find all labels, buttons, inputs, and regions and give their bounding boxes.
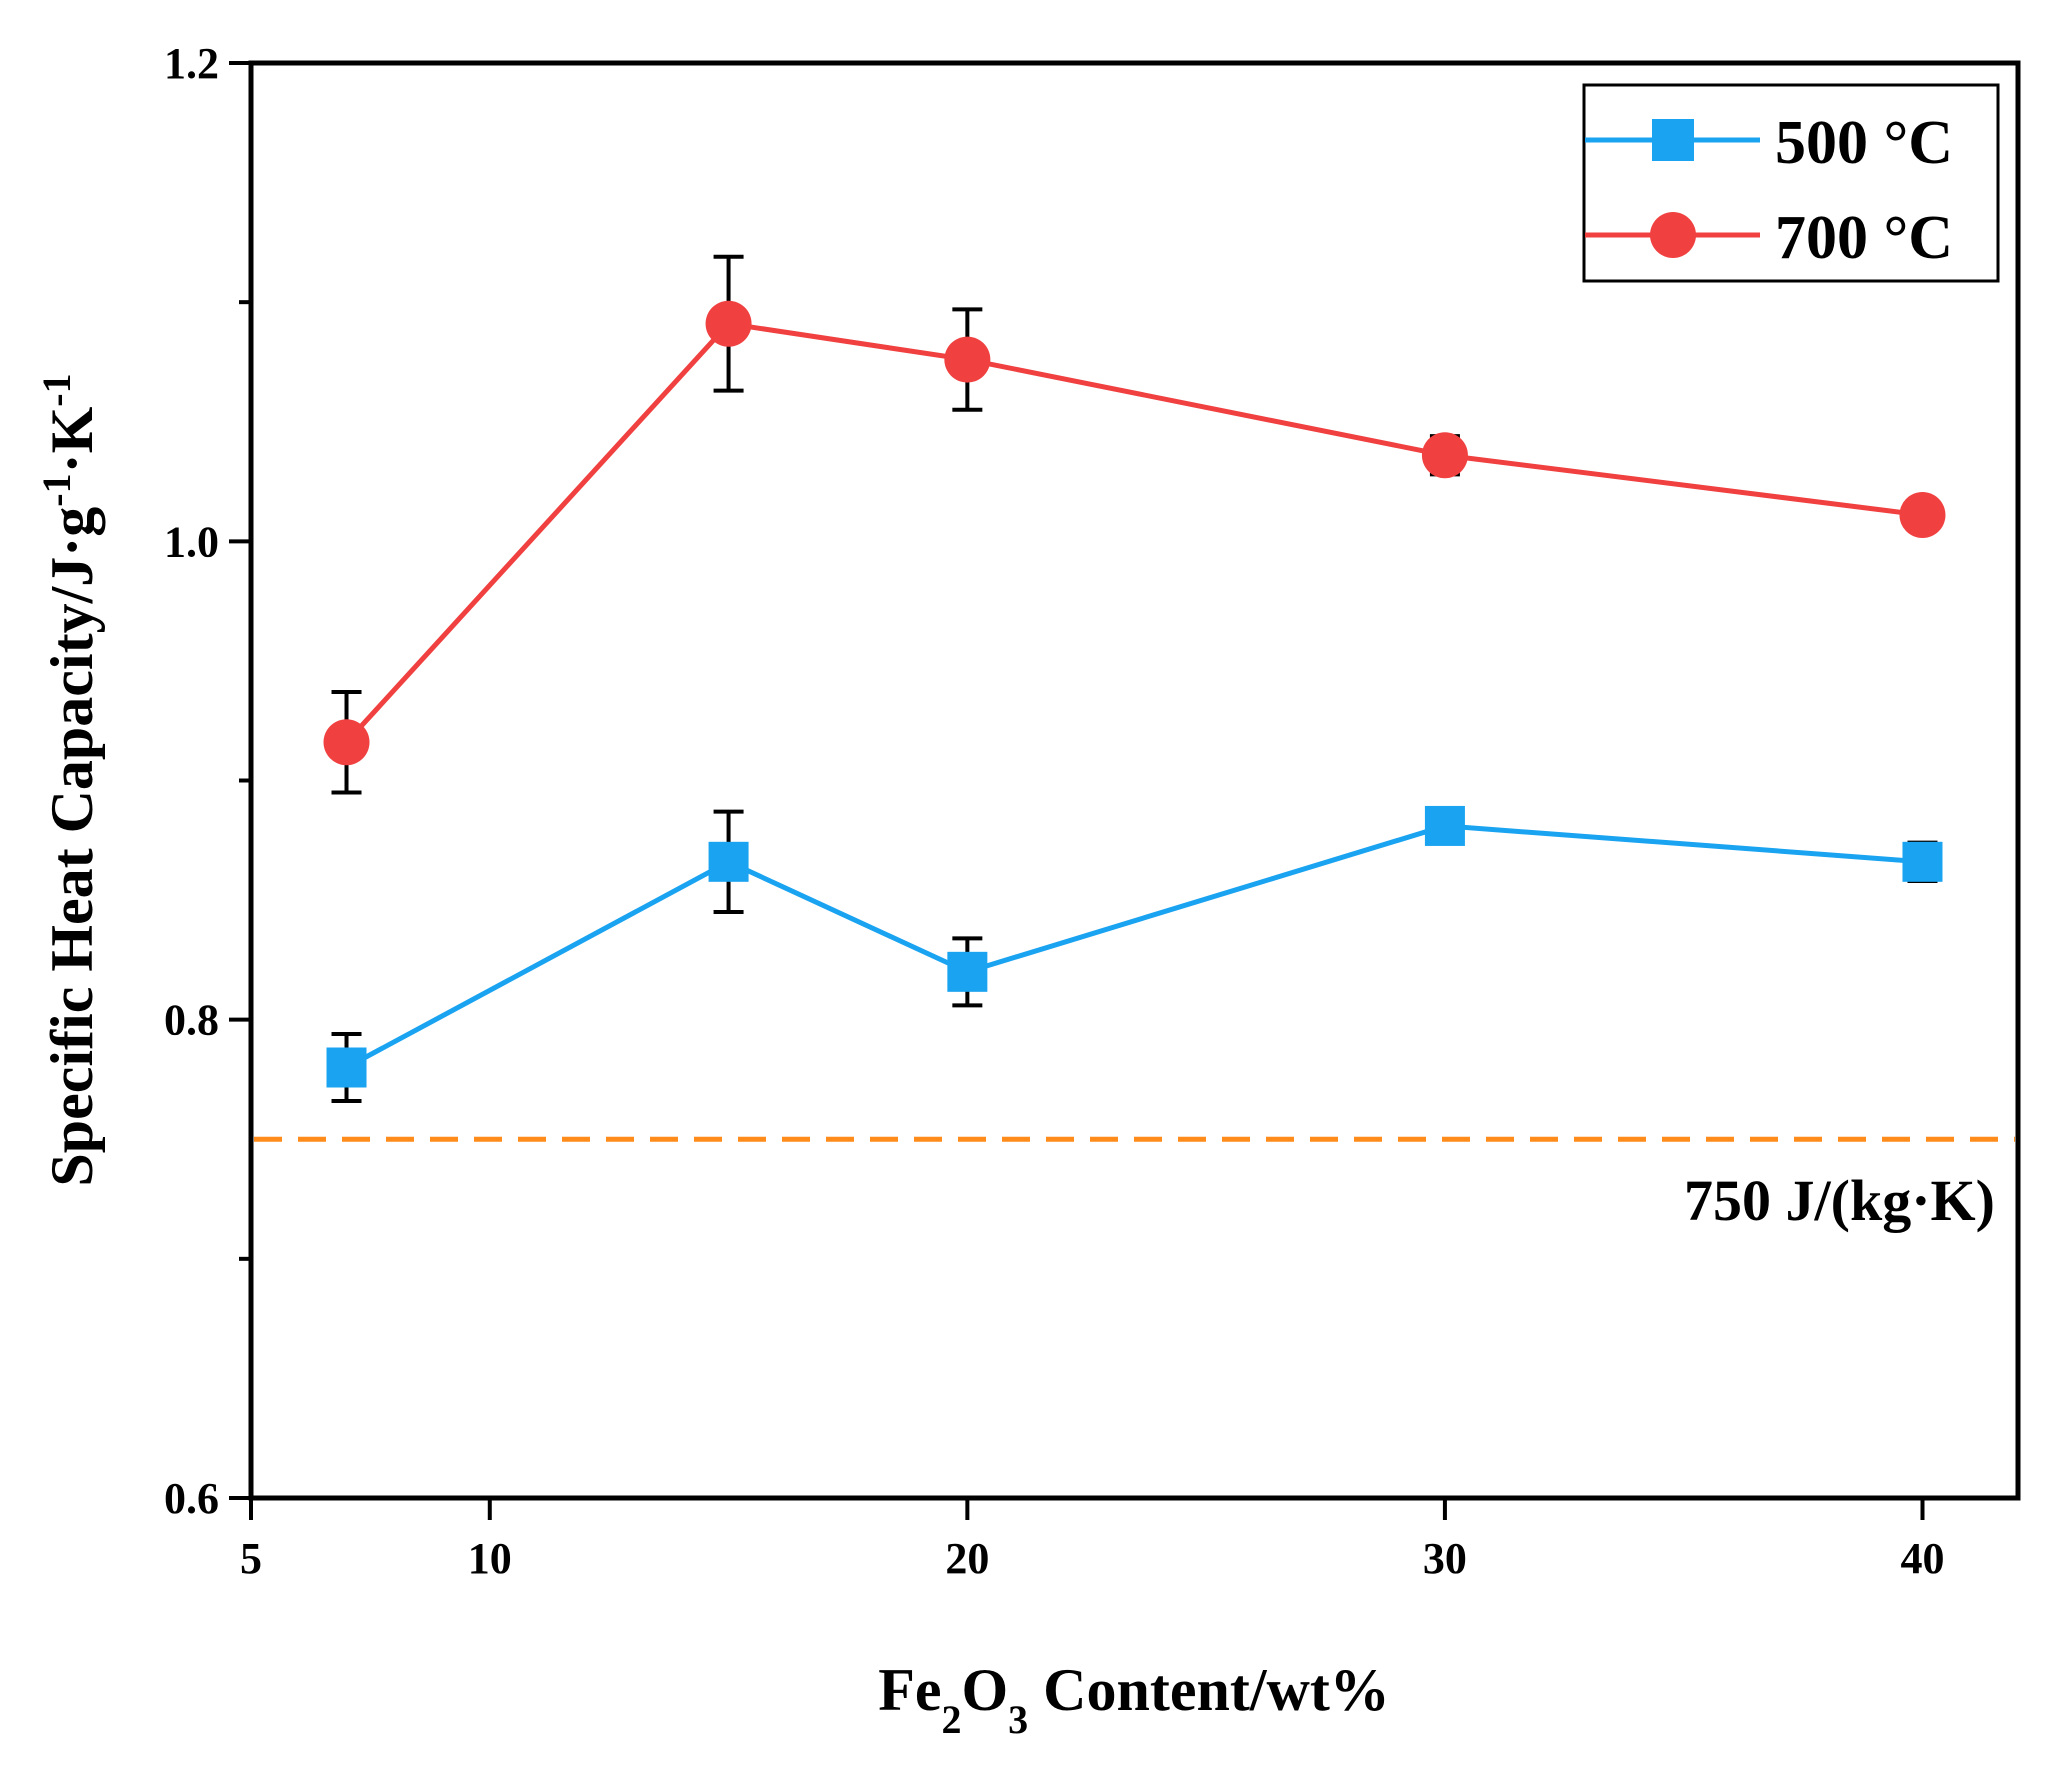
data-point-square <box>326 1047 367 1088</box>
data-point-circle <box>1421 432 1468 479</box>
legend-marker-circle <box>1650 212 1696 258</box>
series-line <box>345 823 1923 1070</box>
legend: 500 °C 700 °C <box>1582 83 2000 283</box>
y-tick-label: 0.6 <box>164 1474 219 1523</box>
x-tick-label: 30 <box>1423 1534 1467 1583</box>
data-point-square <box>708 841 749 882</box>
axis-ticks: 5 10 20 30 40 0.6 0.8 1.0 1.2 <box>164 39 1944 1583</box>
data-point-circle <box>705 300 752 347</box>
x-tick-label: 10 <box>468 1534 512 1583</box>
x-tick-label: 20 <box>945 1534 989 1583</box>
x-tick-label: 5 <box>240 1534 262 1583</box>
x-axis-title: Fe2O3 Content/wt% <box>878 1657 1390 1742</box>
series-0 <box>326 805 1943 1103</box>
series-line <box>344 321 1923 744</box>
data-point-circle <box>323 719 370 766</box>
data-point-square <box>947 951 988 992</box>
series-1 <box>323 254 1946 795</box>
data-point-square <box>1424 805 1465 846</box>
legend-box <box>1582 83 2000 283</box>
x-tick-label: 40 <box>1900 1534 1944 1583</box>
y-axis-title: Specific Heat Capacity/J·g-1·K-1 <box>34 373 106 1186</box>
y-tick-label: 0.8 <box>164 996 219 1045</box>
data-point-circle <box>1899 492 1946 539</box>
series-group <box>323 254 1946 1103</box>
legend-marker-square <box>1652 119 1694 161</box>
reference-line-label: 750 J/(kg·K) <box>1684 1168 1995 1233</box>
data-point-square <box>1902 841 1943 882</box>
legend-label-500: 500 °C <box>1775 109 1953 177</box>
legend-label-700: 700 °C <box>1775 204 1953 272</box>
y-tick-label: 1.0 <box>164 517 219 566</box>
y-tick-label: 1.2 <box>164 39 219 88</box>
data-point-circle <box>944 336 991 383</box>
